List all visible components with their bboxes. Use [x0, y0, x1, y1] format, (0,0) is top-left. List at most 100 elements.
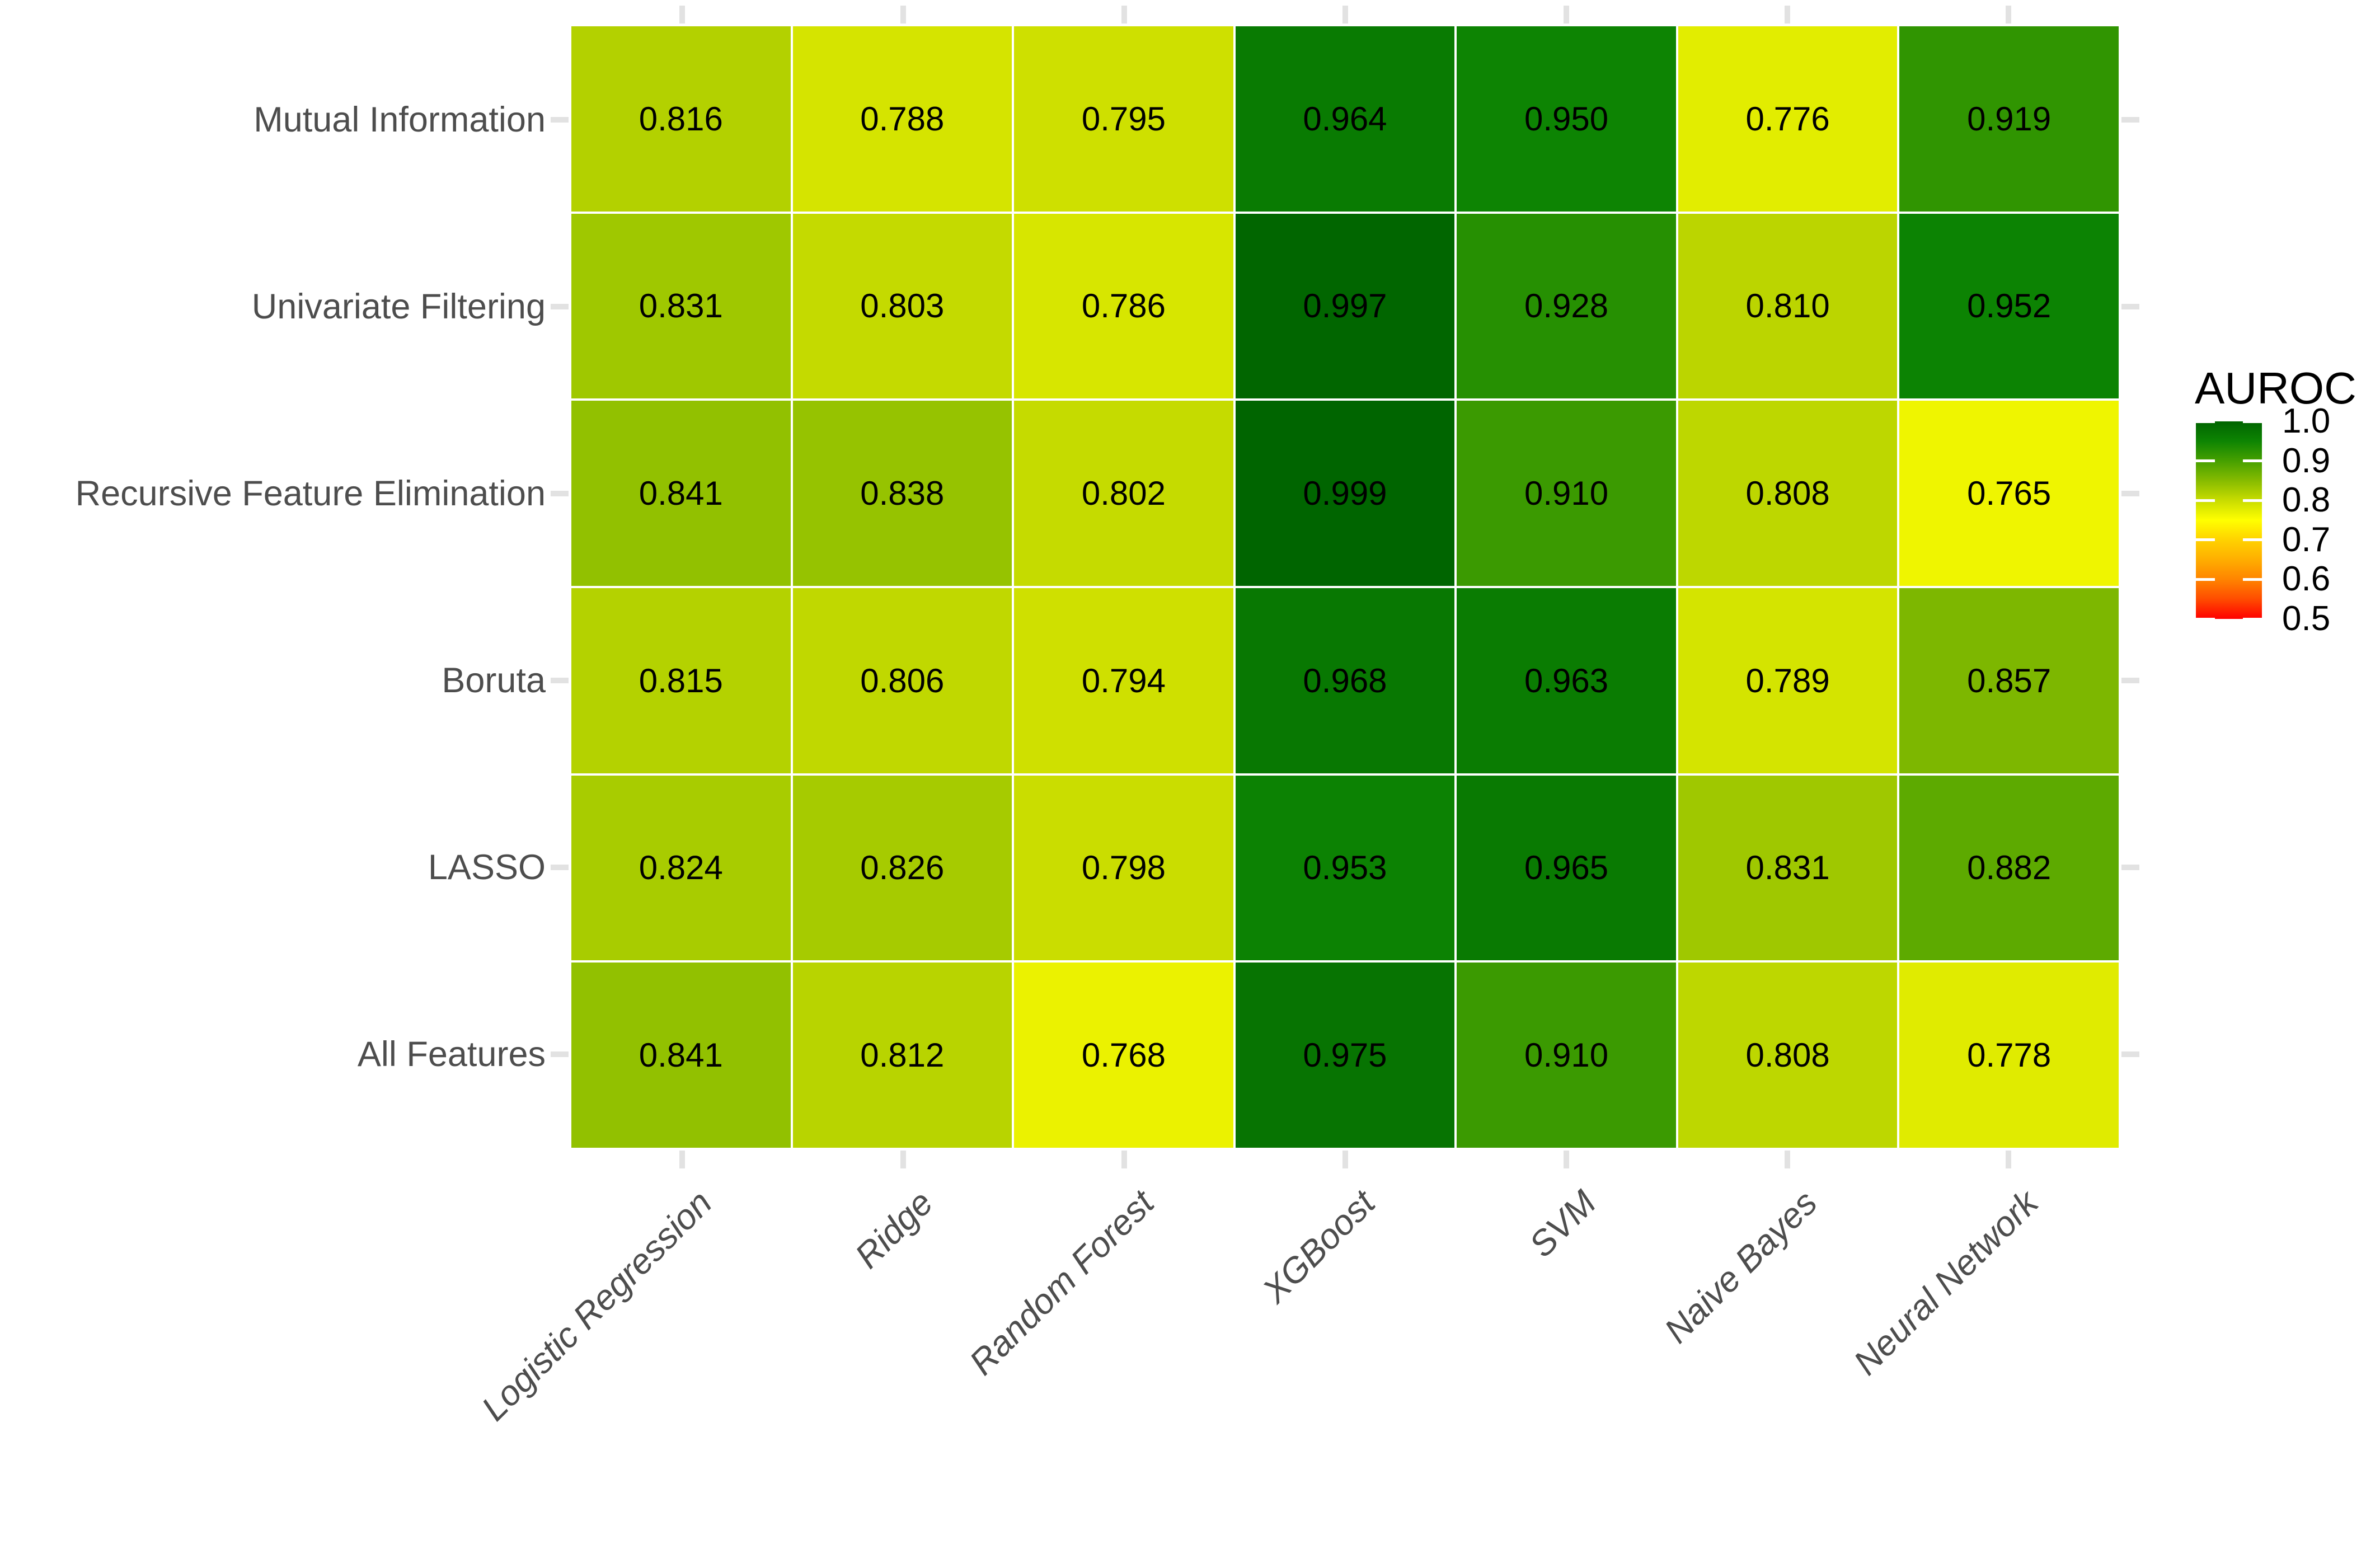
axis-tick: [1563, 6, 1569, 24]
x-axis-label: Ridge: [847, 1183, 941, 1276]
auroc-heatmap-figure: 0.816 0.788 0.795 0.964 0.950 0.776 0.919 0.831…: [75, 6, 2380, 1428]
legend-tick: [2196, 538, 2215, 542]
heatmap-cell: 0.882: [1899, 775, 2119, 961]
axis-tick: [1563, 1151, 1569, 1168]
legend-tick: [2196, 499, 2215, 502]
heatmap-cell: 0.963: [1457, 588, 1676, 773]
heatmap-cell: 0.857: [1899, 588, 2119, 773]
heatmap-cell: 0.965: [1457, 775, 1676, 961]
heatmap-cell: 0.952: [1899, 213, 2119, 399]
axis-tick: [551, 865, 569, 870]
heatmap-cell: 0.812: [792, 963, 1012, 1148]
axis-tick: [551, 117, 569, 123]
heatmap-cell: 0.968: [1235, 588, 1455, 773]
axis-tick: [551, 304, 569, 309]
heatmap-cell: 0.803: [792, 213, 1012, 399]
axis-tick: [2121, 1051, 2139, 1057]
heatmap-cell: 0.997: [1235, 213, 1455, 399]
heatmap-cell: 0.950: [1457, 26, 1676, 212]
heatmap-cell: 0.953: [1235, 775, 1455, 961]
axis-tick: [551, 491, 569, 496]
legend-tick-label: 0.8: [2282, 481, 2331, 520]
heatmap-panel: 0.816 0.788 0.795 0.964 0.950 0.776 0.919 0.831…: [571, 26, 2119, 1148]
heatmap-cell: 0.802: [1014, 401, 1233, 586]
axis-tick: [551, 678, 569, 683]
axis-tick: [1784, 1151, 1790, 1168]
legend-tick: [2243, 617, 2262, 619]
x-axis-label: Neural Network: [1846, 1183, 2046, 1383]
axis-tick: [2005, 6, 2011, 24]
axis-tick: [1342, 6, 1348, 24]
axis-tick: [1342, 1151, 1348, 1168]
heatmap-cell: 0.919: [1899, 26, 2119, 212]
x-axis-label: Random Forest: [961, 1183, 1162, 1383]
heatmap-cell: 0.794: [1014, 588, 1233, 773]
heatmap-cell: 0.838: [792, 401, 1012, 586]
legend-tick: [2243, 499, 2262, 502]
heatmap-cell: 0.806: [792, 588, 1012, 773]
heatmap-cell: 0.831: [571, 213, 791, 399]
legend-tick: [2196, 421, 2215, 423]
legend-tick: [2243, 538, 2262, 542]
axis-tick: [900, 1151, 906, 1168]
heatmap-cell: 0.999: [1235, 401, 1455, 586]
legend-tick: [2196, 459, 2215, 463]
y-axis-label: Mutual Information: [254, 100, 546, 139]
heatmap-cell: 0.910: [1457, 963, 1676, 1148]
heatmap-cell: 0.795: [1014, 26, 1233, 212]
heatmap-cell: 0.789: [1678, 588, 1898, 773]
legend-tick-label: 0.5: [2282, 599, 2331, 638]
y-axis-label: Recursive Feature Elimination: [75, 474, 546, 513]
heatmap-cell: 0.910: [1457, 401, 1676, 586]
legend-tick-label: 0.7: [2282, 520, 2331, 559]
heatmap-cell: 0.810: [1678, 213, 1898, 399]
heatmap-cell: 0.831: [1678, 775, 1898, 961]
heatmap-cell: 0.765: [1899, 401, 2119, 586]
x-axis-label: Logistic Regression: [473, 1183, 720, 1429]
legend-title: AUROC: [2195, 363, 2356, 413]
heatmap-cell: 0.808: [1678, 401, 1898, 586]
y-axis-label: LASSO: [428, 848, 546, 887]
legend-tick-label: 1.0: [2282, 402, 2331, 440]
heatmap-cell: 0.786: [1014, 213, 1233, 399]
heatmap-cell: 0.841: [571, 401, 791, 586]
axis-tick: [2121, 491, 2139, 496]
axis-tick: [2005, 1151, 2011, 1168]
legend-tick-label: 0.9: [2282, 441, 2331, 480]
legend: AUROC 1.0 0.9 0.8 0.7 0.6 0.5: [2182, 358, 2380, 694]
heatmap-cell: 0.841: [571, 963, 791, 1148]
legend-tick: [2243, 578, 2262, 581]
x-axis-label: XGBoost: [1255, 1183, 1383, 1311]
legend-tick: [2196, 617, 2215, 619]
axis-tick: [679, 1151, 685, 1168]
legend-tick: [2196, 578, 2215, 581]
axis-tick: [2121, 304, 2139, 309]
heatmap-cell: 0.816: [571, 26, 791, 212]
axis-tick: [2121, 678, 2139, 683]
axis-tick: [2121, 865, 2139, 870]
y-axis-label: All Features: [357, 1035, 546, 1074]
heatmap-cell: 0.778: [1899, 963, 2119, 1148]
legend-tick: [2243, 459, 2262, 463]
x-axis-label: SVM: [1522, 1183, 1604, 1265]
y-axis-label: Boruta: [442, 661, 546, 700]
x-axis-label: Naive Bayes: [1656, 1183, 1825, 1351]
heatmap-cell: 0.826: [792, 775, 1012, 961]
axis-tick: [679, 6, 685, 24]
axis-tick: [2121, 117, 2139, 123]
heatmap-cell: 0.768: [1014, 963, 1233, 1148]
heatmap-cell: 0.798: [1014, 775, 1233, 961]
heatmap-cell: 0.808: [1678, 963, 1898, 1148]
axis-tick: [551, 1051, 569, 1057]
heatmap-cell: 0.788: [792, 26, 1012, 212]
axis-tick: [900, 6, 906, 24]
axis-tick: [1784, 6, 1790, 24]
y-axis-label: Univariate Filtering: [251, 287, 546, 326]
heatmap-cell: 0.975: [1235, 963, 1455, 1148]
heatmap-cell: 0.776: [1678, 26, 1898, 212]
legend-colorbar: [2196, 421, 2262, 619]
heatmap-cell: 0.928: [1457, 213, 1676, 399]
heatmap-cell: 0.964: [1235, 26, 1455, 212]
axis-tick: [1121, 6, 1127, 24]
legend-tick: [2243, 421, 2262, 423]
